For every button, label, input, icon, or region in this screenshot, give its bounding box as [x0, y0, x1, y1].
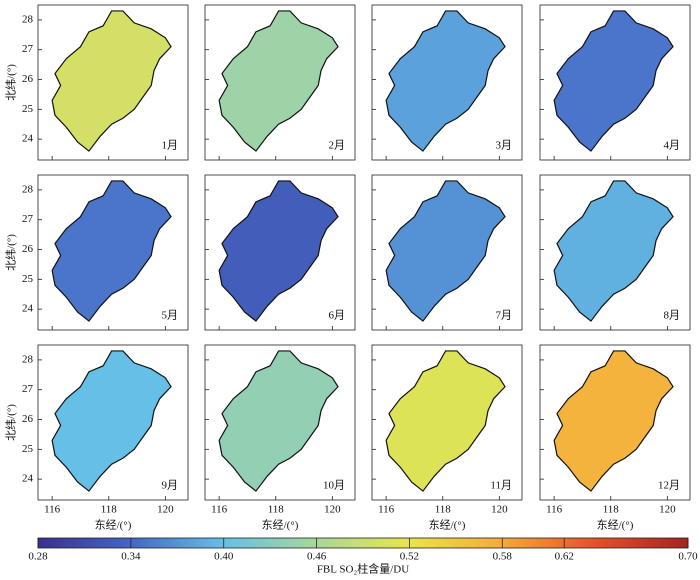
- panel-frame: [37, 344, 189, 501]
- y-tick-label: 24: [22, 303, 34, 315]
- panel-frame: [539, 4, 691, 161]
- y-tick-label: 28: [22, 183, 34, 195]
- x-tick-label: 120: [491, 504, 508, 516]
- province-field: [218, 350, 339, 492]
- x-tick-label: 120: [659, 504, 676, 516]
- panel-frame: [204, 344, 356, 501]
- y-tick-label: 24: [22, 133, 34, 145]
- colorbar-tick-label: 0.70: [678, 551, 698, 563]
- province-field: [218, 180, 339, 322]
- y-axis-label: 北纬/(°): [5, 234, 18, 271]
- y-tick-label: 26: [22, 243, 34, 255]
- panel-frame: [371, 344, 523, 501]
- x-axis-label: 东经/(°): [95, 519, 132, 532]
- panel-frame: [37, 4, 189, 161]
- x-tick-label: 120: [324, 504, 341, 516]
- province-field: [553, 180, 674, 322]
- panel-label: 4月: [664, 140, 681, 152]
- panel-label: 2月: [329, 140, 346, 152]
- y-tick-label: 26: [22, 413, 34, 425]
- y-tick-label: 26: [22, 73, 34, 85]
- y-tick-label: 28: [22, 353, 34, 365]
- x-tick-label: 116: [44, 504, 61, 516]
- province-field: [553, 10, 674, 152]
- panel-label: 8月: [664, 310, 681, 322]
- panel-label: 9月: [162, 480, 179, 492]
- y-tick-label: 25: [22, 103, 34, 115]
- x-tick-label: 116: [378, 504, 395, 516]
- panel-frame: [204, 4, 356, 161]
- x-tick-label: 118: [268, 504, 285, 516]
- province-field: [51, 180, 172, 322]
- province-field: [385, 350, 506, 492]
- y-axis-label: 北纬/(°): [5, 64, 18, 101]
- x-tick-label: 120: [157, 504, 174, 516]
- y-tick-label: 28: [22, 13, 34, 25]
- x-tick-label: 118: [435, 504, 452, 516]
- x-tick-label: 118: [603, 504, 620, 516]
- province-field: [385, 10, 506, 152]
- colorbar-tick-label: 0.46: [307, 551, 327, 563]
- x-tick-label: 118: [101, 504, 118, 516]
- y-tick-label: 27: [22, 213, 34, 225]
- panel-frame: [37, 174, 189, 331]
- panel-frame: [539, 344, 691, 501]
- panel-frame: [371, 4, 523, 161]
- panel-frame: [371, 174, 523, 331]
- panel-label: 10月: [323, 480, 345, 492]
- province-field: [553, 350, 674, 492]
- province-field: [385, 180, 506, 322]
- panel-label: 5月: [162, 310, 179, 322]
- province-field: [218, 10, 339, 152]
- panel-label: 6月: [329, 310, 346, 322]
- x-axis-label: 东经/(°): [597, 519, 634, 532]
- y-axis-label: 北纬/(°): [5, 404, 18, 441]
- y-tick-label: 25: [22, 443, 34, 455]
- x-tick-label: 116: [211, 504, 228, 516]
- colorbar: [37, 537, 689, 549]
- panel-frame: [539, 174, 691, 331]
- y-tick-label: 24: [22, 473, 34, 485]
- y-tick-label: 27: [22, 43, 34, 55]
- x-axis-label: 东经/(°): [262, 519, 299, 532]
- panel-frame: [204, 174, 356, 331]
- panel-label: 12月: [658, 480, 680, 492]
- panel-label: 11月: [490, 480, 512, 492]
- province-field: [51, 350, 172, 492]
- colorbar-label: FBL SO₂柱含量/DU: [317, 562, 409, 576]
- x-axis-label: 东经/(°): [429, 519, 466, 532]
- colorbar-tick-label: 0.62: [555, 551, 574, 563]
- panel-label: 7月: [496, 310, 513, 322]
- panel-label: 1月: [162, 140, 179, 152]
- y-tick-label: 25: [22, 273, 34, 285]
- y-tick-label: 27: [22, 383, 34, 395]
- panel-label: 3月: [496, 140, 513, 152]
- province-field: [51, 10, 172, 152]
- colorbar-tick-label: 0.58: [493, 551, 513, 563]
- colorbar-tick-label: 0.34: [121, 551, 141, 563]
- colorbar-tick-label: 0.52: [400, 551, 419, 563]
- colorbar-tick-label: 0.40: [214, 551, 234, 563]
- colorbar-tick-label: 0.28: [28, 551, 48, 563]
- x-tick-label: 116: [546, 504, 563, 516]
